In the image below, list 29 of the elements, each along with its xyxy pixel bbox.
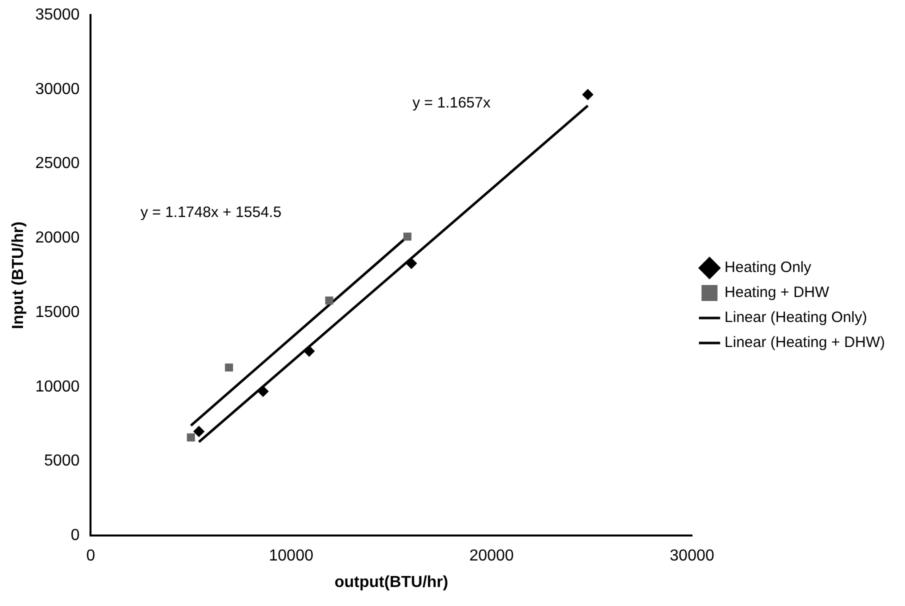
point (258, 386, 269, 397)
point (193, 426, 204, 437)
x-axis-title: output(BTU/hr) (334, 574, 448, 591)
point (224, 363, 234, 372)
legend-label: Heating Only (724, 259, 812, 276)
legend-label: Heating + DHW (724, 284, 830, 302)
y-tick-label: 10000 (35, 378, 80, 396)
y-tick-label: 35000 (35, 6, 80, 24)
legend-label: Linear (Heating Only) (724, 309, 868, 326)
legend-label: Linear (Heating + DHW) (724, 334, 886, 352)
point (325, 296, 334, 305)
y-tick-label: 20000 (35, 230, 80, 247)
point (582, 89, 594, 100)
x-tick-label: 30000 (670, 548, 714, 565)
point (304, 346, 315, 357)
x-tick-label: 0 (86, 548, 96, 565)
point (186, 433, 195, 442)
point (403, 232, 412, 241)
annotation: y = 1.1657x (412, 94, 491, 112)
x-tick-label: 10000 (268, 548, 314, 565)
y-tick-label: 25000 (35, 155, 80, 172)
y-tick-label: 30000 (35, 80, 80, 98)
y-tick-label: 0 (70, 527, 80, 544)
y-axis-title: Input (BTU/hr) (10, 222, 28, 330)
x-tick-label: 20000 (469, 548, 514, 565)
y-tick-label: 15000 (35, 304, 80, 321)
y-tick-label: 5000 (44, 452, 80, 470)
point (406, 258, 417, 269)
annotation: y = 1.1748x + 1554.5 (140, 204, 282, 221)
